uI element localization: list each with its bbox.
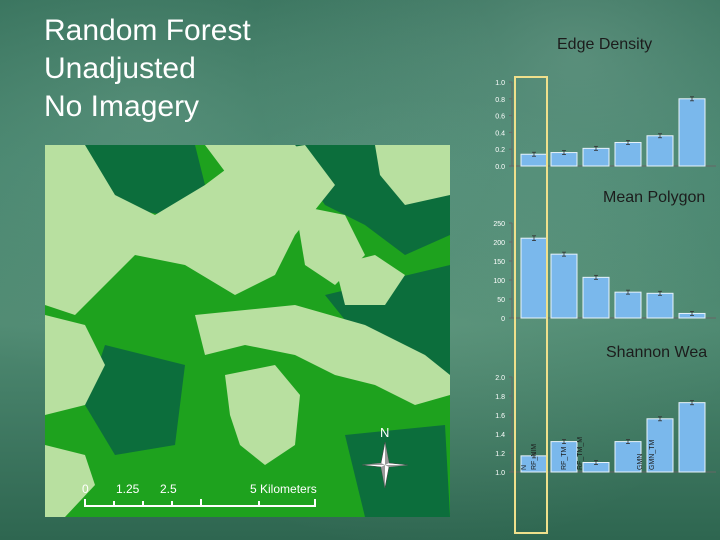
- bar: [582, 276, 610, 319]
- shannon-chart: 2.0 1.8 1.6 1.4 1.2 1.0 N RF_NIM RF_TM RF_TM_M GMN…: [466, 372, 720, 540]
- slide-title: Random Forest Unadjusted No Imagery: [44, 12, 251, 126]
- open-land-patch: [225, 365, 300, 465]
- category-label: GMN: [637, 454, 644, 470]
- y-tick-label: 0.6: [495, 114, 505, 121]
- bar: [646, 418, 674, 473]
- scale-label-3: 5 Kilometers: [250, 482, 317, 496]
- category-label: RF_NIM: [531, 444, 538, 470]
- bar: [678, 98, 706, 167]
- scale-label-0: 0: [82, 482, 89, 496]
- open-land-patch: [205, 145, 315, 200]
- north-label: N: [380, 425, 390, 440]
- category-label: RF_TM_M: [577, 437, 584, 470]
- bar: [582, 147, 610, 167]
- bar: [646, 135, 674, 167]
- y-tick-label: 0.2: [495, 147, 505, 154]
- category-label: GMN_TM: [649, 440, 656, 471]
- dark-forest-patch: [345, 425, 450, 517]
- chart-title-shannon: Shannon Wea: [606, 344, 708, 361]
- highlight-box: [514, 76, 548, 534]
- open-land-patch: [375, 145, 450, 205]
- edge-density-chart: 1.0 0.8 0.6 0.4 0.2 0.0: [466, 76, 720, 171]
- y-tick-label: 1.2: [495, 451, 505, 458]
- title-line-2: Unadjusted: [44, 52, 196, 85]
- bar: [614, 141, 642, 167]
- y-tick-label: 250: [493, 221, 505, 228]
- bar: [520, 237, 548, 319]
- y-tick-label: 1.8: [495, 394, 505, 401]
- bar: [614, 441, 642, 473]
- y-tick-label: 150: [493, 259, 505, 266]
- scale-bar: [84, 497, 316, 507]
- open-land-patch: [45, 315, 105, 415]
- y-tick-label: 2.0: [495, 375, 505, 382]
- y-tick-label: 100: [493, 278, 505, 285]
- y-tick-label: 0: [501, 316, 505, 323]
- y-tick-label: 50: [497, 297, 505, 304]
- y-tick-label: 0.8: [495, 97, 505, 104]
- bar: [678, 402, 706, 473]
- category-label: N: [521, 465, 528, 470]
- classification-map: [45, 145, 450, 517]
- y-tick-label: 1.4: [495, 432, 505, 439]
- open-land-patch: [45, 445, 95, 517]
- chart-title-mean-polygon: Mean Polygon: [603, 189, 706, 206]
- dark-forest-patch: [85, 345, 185, 455]
- bar: [614, 291, 642, 319]
- chart-title-edge-density: Edge Density: [557, 36, 653, 53]
- title-line-3: No Imagery: [44, 90, 200, 123]
- y-tick-label: 1.0: [495, 80, 505, 87]
- mean-polygon-chart: 250 200 150 100 50 0: [466, 218, 720, 326]
- y-tick-label: 1.6: [495, 413, 505, 420]
- bar: [646, 292, 674, 319]
- y-tick-label: 1.0: [495, 470, 505, 477]
- y-tick-label: 200: [493, 240, 505, 247]
- category-label: RF_TM: [561, 447, 568, 471]
- open-land-patch: [195, 305, 450, 405]
- scale-label-2: 2.5: [160, 482, 177, 496]
- y-tick-label: 0.4: [495, 130, 505, 137]
- north-arrow-icon: [361, 441, 409, 489]
- scale-label-1: 1.25: [116, 482, 140, 496]
- title-line-1: Random Forest: [44, 14, 251, 47]
- y-tick-label: 0.0: [495, 164, 505, 171]
- open-land-patch: [335, 255, 405, 305]
- bar: [550, 253, 578, 319]
